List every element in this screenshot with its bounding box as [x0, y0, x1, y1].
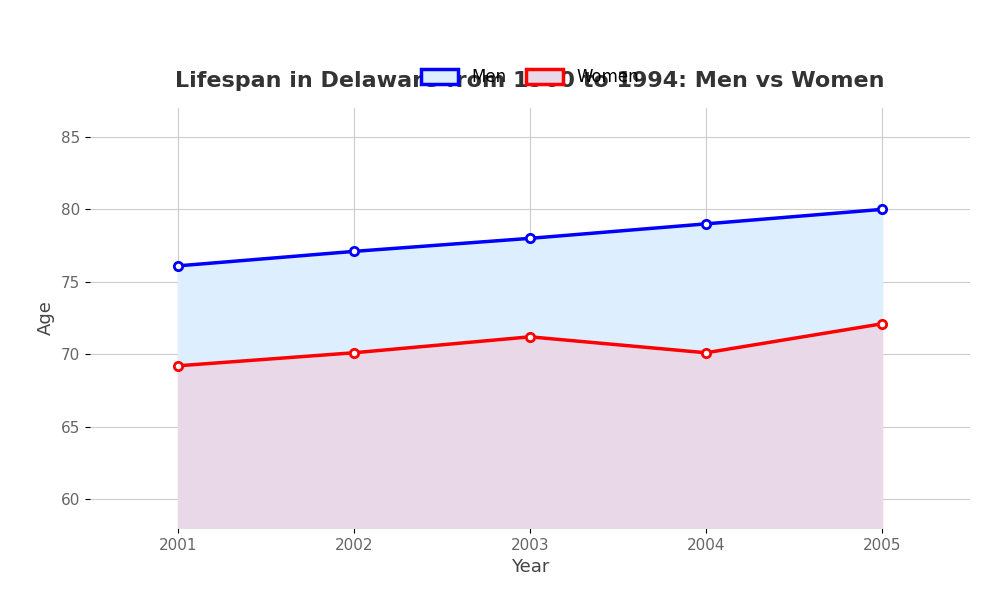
Title: Lifespan in Delaware from 1960 to 1994: Men vs Women: Lifespan in Delaware from 1960 to 1994: …	[175, 71, 885, 91]
Legend: Men, Women: Men, Women	[414, 62, 646, 93]
Y-axis label: Age: Age	[37, 301, 55, 335]
X-axis label: Year: Year	[511, 558, 549, 576]
